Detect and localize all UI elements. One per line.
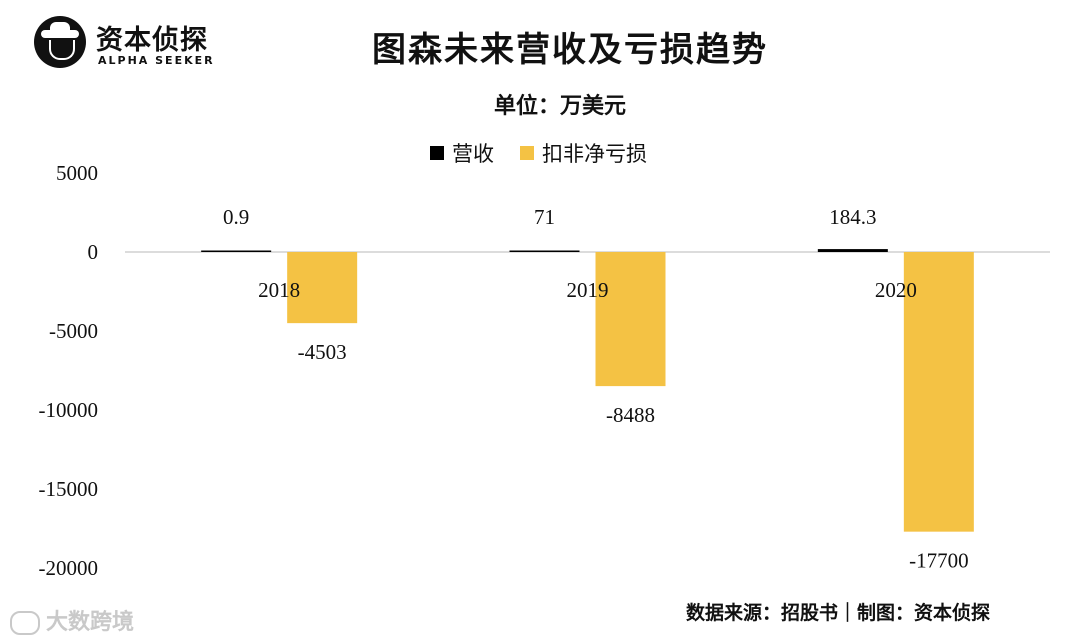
chart-title: 图森未来营收及亏损趋势 <box>372 30 768 70</box>
chart-unit: 单位：万美元 <box>493 93 626 119</box>
detective-icon <box>34 16 86 68</box>
y-tick-label: -10000 <box>39 398 99 422</box>
legend-label-revenue: 营收 <box>452 142 494 166</box>
source-note: 数据来源：招股书｜制图：资本侦探 <box>685 602 990 624</box>
legend-label-loss: 扣非净亏损 <box>542 142 647 166</box>
revenue-data-label: 184.3 <box>829 205 876 229</box>
y-tick-label: 5000 <box>56 161 98 185</box>
legend-item-revenue: 营收 <box>430 138 494 168</box>
revenue-bar <box>201 250 272 252</box>
legend-swatch-loss <box>520 146 534 160</box>
brand-name: 资本侦探 <box>96 25 208 56</box>
legend-swatch-revenue <box>430 146 444 160</box>
y-tick-label: 0 <box>88 240 99 264</box>
loss-data-label: -17700 <box>909 549 969 573</box>
loss-data-label: -8488 <box>606 403 655 427</box>
y-tick-label: -20000 <box>39 556 99 580</box>
bar-chart: 5000 0 -5000 -10000 -15000 -20000 0.9 -4503 2018… <box>39 161 1050 580</box>
chart-legend: 营收 扣非净亏损 <box>430 138 673 168</box>
loss-data-label: -4503 <box>298 340 347 364</box>
loss-bar <box>903 252 974 532</box>
revenue-data-label: 71 <box>534 205 555 229</box>
brand-logo: 资本侦探 ALPHA SEEKER <box>34 16 234 70</box>
revenue-bar <box>509 250 580 252</box>
x-category-label: 2020 <box>875 278 917 302</box>
loss-bar <box>595 252 666 387</box>
x-category-label: 2018 <box>258 278 300 302</box>
x-category-label: 2019 <box>567 278 609 302</box>
y-tick-label: -15000 <box>39 477 99 501</box>
loss-bar <box>287 252 358 324</box>
watermark-icon <box>10 611 40 635</box>
y-tick-label: -5000 <box>49 319 98 343</box>
legend-item-loss: 扣非净亏损 <box>520 138 647 168</box>
watermark-text: 大数跨境 <box>46 610 135 635</box>
revenue-bar <box>817 249 888 252</box>
revenue-data-label: 0.9 <box>223 205 249 229</box>
brand-subtitle: ALPHA SEEKER <box>98 54 215 67</box>
watermark: 大数跨境 <box>10 604 134 636</box>
